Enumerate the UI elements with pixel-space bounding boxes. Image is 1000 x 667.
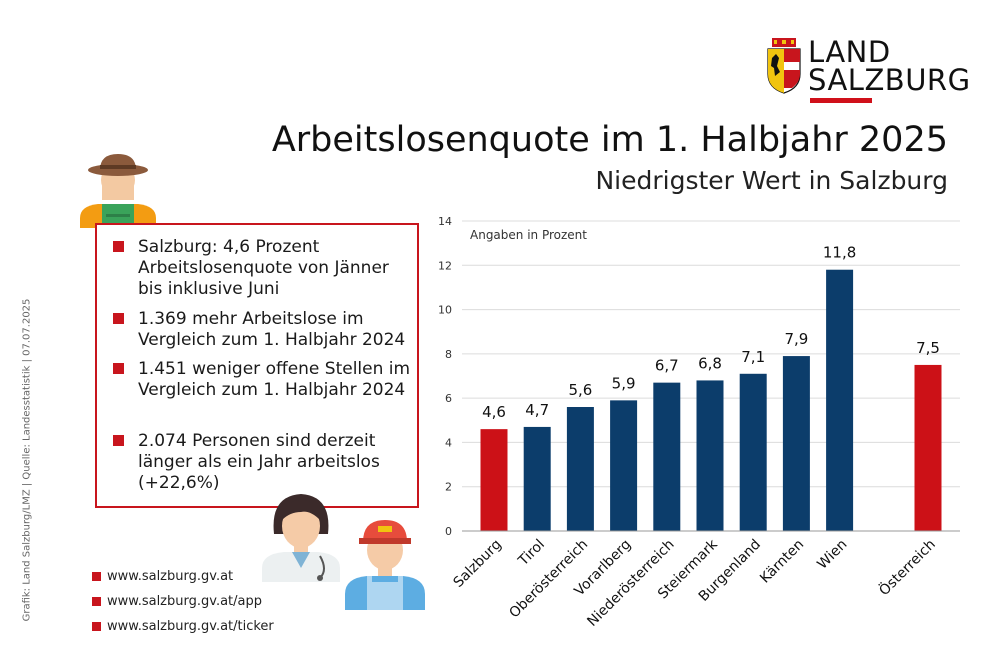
y-tick-label: 4 bbox=[445, 436, 452, 449]
fact-text: Salzburg: 4,6 Prozent Arbeitslosenquote … bbox=[138, 237, 389, 299]
y-tick-label: 12 bbox=[438, 259, 452, 272]
value-label: 6,7 bbox=[655, 357, 679, 375]
bar-chart: 0 2 4 6 8 10 12 14 Angaben in Prozent 4,6 Salzburg… bbox=[438, 215, 960, 630]
value-label: 7,5 bbox=[916, 339, 940, 357]
bullet-square bbox=[113, 313, 124, 324]
value-label: 6,8 bbox=[698, 354, 722, 372]
source-note: Grafik: Land Salzburg/LMZ | Quelle: Land… bbox=[18, 295, 36, 625]
value-label: 5,9 bbox=[612, 374, 636, 392]
bullet-square bbox=[92, 597, 101, 606]
bullet-square bbox=[113, 363, 124, 374]
doctor-icon bbox=[262, 494, 340, 582]
page-subtitle: Niedrigster Wert in Salzburg bbox=[595, 166, 948, 195]
y-tick-label: 10 bbox=[438, 304, 452, 317]
y-tick-label: 8 bbox=[445, 348, 452, 361]
value-label: 7,1 bbox=[741, 348, 765, 366]
bar bbox=[782, 356, 810, 531]
logo-text-line2: SALZBURG bbox=[808, 63, 971, 97]
bar bbox=[696, 380, 724, 531]
x-tick-label: Salzburg bbox=[450, 537, 504, 591]
x-tick-label: Österreich bbox=[875, 535, 939, 599]
value-label: 5,6 bbox=[568, 381, 592, 399]
chart-annotation: Angaben in Prozent bbox=[470, 228, 587, 242]
bar bbox=[914, 364, 942, 531]
value-label: 7,9 bbox=[784, 330, 808, 348]
logo-accent-bar bbox=[810, 98, 872, 103]
link-text[interactable]: www.salzburg.gv.at/ticker bbox=[107, 619, 274, 634]
farmer-icon bbox=[80, 154, 156, 228]
bar bbox=[653, 382, 681, 531]
fact-text: 2.074 Personen sind derzeit länger als e… bbox=[138, 431, 380, 493]
x-tick-label: Wien bbox=[814, 537, 850, 573]
source-note-text: Grafik: Land Salzburg/LMZ | Quelle: Land… bbox=[21, 298, 33, 622]
y-tick-label: 14 bbox=[438, 215, 452, 228]
bar bbox=[739, 373, 767, 531]
bullet-square bbox=[113, 435, 124, 446]
bar bbox=[566, 407, 594, 531]
fact-text: 1.369 mehr Arbeitslose im Vergleich zum … bbox=[138, 309, 406, 350]
y-tick-label: 0 bbox=[445, 525, 452, 538]
worker-icon bbox=[345, 520, 425, 610]
bar bbox=[610, 400, 638, 531]
bullet-square bbox=[113, 241, 124, 252]
logo-text-line1: LAND bbox=[808, 35, 891, 69]
y-tick-label: 6 bbox=[445, 392, 452, 405]
value-label: 4,7 bbox=[525, 401, 549, 419]
bar bbox=[523, 426, 551, 531]
y-tick-label: 2 bbox=[445, 481, 452, 494]
x-tick-label: Tirol bbox=[515, 537, 548, 570]
link-text[interactable]: www.salzburg.gv.at/app bbox=[107, 594, 262, 609]
x-tick-label: Oberösterreich bbox=[506, 537, 591, 622]
value-label: 11,8 bbox=[823, 244, 856, 262]
x-tick-label: Kärnten bbox=[757, 537, 807, 587]
facts-box: Salzburg: 4,6 Prozent Arbeitslosenquote … bbox=[95, 223, 419, 508]
value-label: 4,6 bbox=[482, 403, 506, 421]
bullet-square bbox=[92, 572, 101, 581]
coat-of-arms-icon bbox=[767, 38, 801, 94]
bullet-square bbox=[92, 622, 101, 631]
land-salzburg-logo: LAND SALZBURG bbox=[766, 35, 970, 106]
link-text[interactable]: www.salzburg.gv.at bbox=[107, 569, 234, 584]
bar bbox=[826, 269, 854, 531]
fact-text: 1.451 weniger offene Stellen im Vergleic… bbox=[138, 359, 411, 400]
bar bbox=[480, 429, 508, 531]
page-title: Arbeitslosenquote im 1. Halbjahr 2025 bbox=[271, 120, 948, 160]
